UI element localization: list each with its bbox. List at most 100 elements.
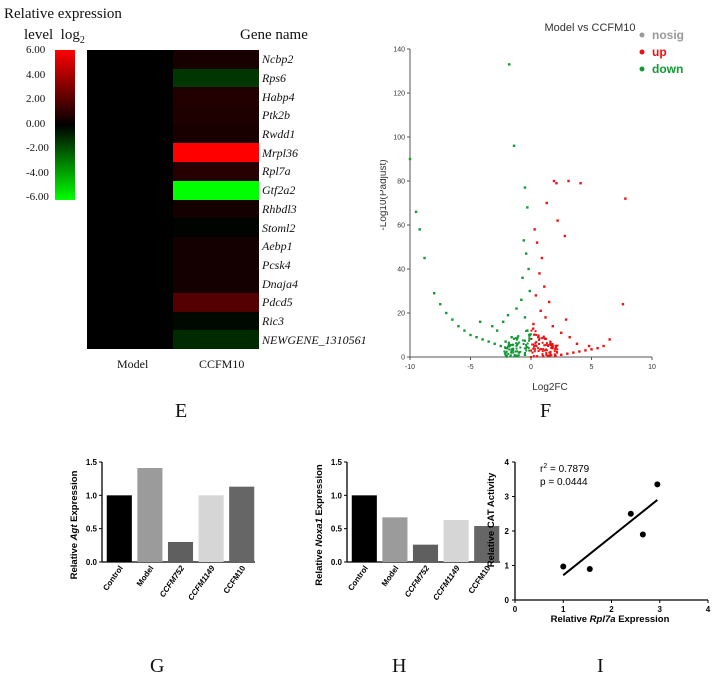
volcano-x-tick-label: 10	[648, 364, 656, 371]
legend-tick: 2.00	[26, 93, 46, 105]
volcano-point-core	[510, 349, 513, 352]
panel-letter-f: F	[540, 400, 552, 422]
volcano-point-core	[516, 336, 519, 339]
volcano-point-core	[541, 341, 544, 344]
gene-label: Ric3	[262, 313, 284, 328]
volcano-point-core	[535, 341, 538, 344]
volcano-point-core	[547, 344, 550, 347]
legend-tick: -6.00	[26, 191, 49, 203]
volcano-point-core	[555, 345, 558, 348]
volcano-point-core	[516, 350, 519, 353]
volcano-point-core	[543, 349, 546, 352]
heatmap-cell-ccfm10	[173, 180, 259, 200]
heatmap-cell-model	[87, 311, 173, 331]
volcano-point-core	[535, 333, 538, 336]
volcano-point-core	[546, 354, 549, 357]
gene-label: Aebp1	[262, 239, 293, 254]
volcano-point-down	[423, 256, 426, 260]
volcano-point-core	[548, 351, 551, 354]
volcano-point-core	[514, 355, 517, 358]
volcano-point-down	[523, 186, 527, 189]
volcano-point-up	[587, 344, 591, 348]
volcano-point-core	[507, 341, 510, 344]
volcano-point-core	[530, 329, 533, 332]
bar-y-tick-label: 1.0	[86, 491, 98, 500]
volcano-point-up	[535, 241, 539, 244]
volcano-point-up	[539, 309, 542, 312]
volcano-point-down	[520, 298, 523, 301]
volcano-point-core	[519, 350, 522, 353]
volcano-point-core	[550, 347, 553, 350]
volcano-point-down	[414, 210, 418, 213]
volcano-point-core	[534, 330, 537, 333]
volcano-point-core	[518, 341, 521, 344]
volcano-point-core	[514, 337, 517, 340]
volcano-point-core	[554, 344, 557, 347]
heatmap-cell-model	[87, 143, 173, 163]
panel-letter-e: E	[175, 400, 188, 422]
volcano-point-core	[554, 347, 557, 350]
volcano-point-core	[556, 344, 559, 347]
volcano-point-down	[463, 329, 466, 332]
gene-label: Pdcd5	[262, 295, 293, 310]
volcano-title: Model vs CCFM10	[544, 22, 635, 34]
volcano-point-core	[509, 354, 512, 357]
legend-title-sub: 2	[79, 35, 85, 46]
volcano-point-down	[515, 307, 518, 310]
heatmap-cell-ccfm10	[173, 236, 259, 256]
heatmap-cell-model	[87, 255, 173, 275]
volcano-point-core	[531, 351, 534, 354]
heatmap-cell-model	[87, 199, 173, 219]
volcano-point-core	[525, 330, 528, 333]
r2-annotation: r2 = 0.7879	[540, 463, 590, 475]
volcano-point-core	[523, 339, 526, 342]
volcano-point-core	[519, 346, 522, 349]
volcano-point-core	[515, 347, 518, 350]
volcano-point-core	[533, 344, 536, 347]
legend-title-line1: Relative expression	[4, 6, 122, 22]
volcano-point-up	[584, 349, 587, 352]
heatmap-cell-ccfm10	[173, 274, 259, 293]
heatmap-cell-model	[87, 87, 173, 107]
volcano-point-up	[602, 344, 605, 348]
bar-ccfm1149	[198, 495, 224, 562]
bar-y-tick-label: 0.0	[86, 558, 98, 567]
heatmap-cell-model	[87, 106, 173, 125]
volcano-xlabel: Log2FC	[532, 382, 568, 393]
volcano-point-down	[478, 320, 482, 323]
volcano-point-core	[532, 347, 535, 350]
bar-category-label: Control	[346, 564, 370, 592]
heatmap-grid	[87, 50, 259, 349]
volcano-point-core	[533, 350, 536, 353]
volcano-point-core	[510, 348, 513, 351]
volcano-point-up	[549, 342, 552, 345]
heatmap-cell-ccfm10	[173, 162, 259, 181]
volcano-point-core	[537, 350, 540, 353]
corr-y-tick-label: 4	[505, 458, 510, 467]
volcano-point-down	[481, 338, 484, 341]
bar-y-tick-label: 1.0	[331, 491, 343, 500]
corr-point	[639, 531, 646, 538]
volcano-point-up	[590, 348, 593, 351]
gene-label: Habp4	[262, 89, 295, 104]
volcano-point-core	[533, 333, 536, 336]
bar-category-label: Model	[135, 564, 156, 588]
volcano-point-core	[549, 344, 552, 347]
volcano-point-core	[508, 343, 511, 346]
volcano-point-core	[506, 345, 509, 348]
bar-y-tick-label: 1.5	[331, 458, 343, 467]
volcano-point-up	[560, 353, 563, 356]
volcano-point-core	[551, 347, 554, 350]
volcano-point-core	[521, 339, 524, 342]
corr-x-tick-label: 2	[609, 605, 614, 614]
volcano-point-core	[505, 355, 508, 358]
volcano-point-down	[527, 267, 530, 271]
volcano-point-down	[475, 336, 478, 339]
volcano-point-down	[501, 320, 505, 323]
volcano-point-up	[547, 300, 551, 304]
heatmap-cell-model	[87, 218, 173, 237]
volcano-y-tick-label: 0	[401, 355, 405, 362]
heatmap-cell-ccfm10	[173, 50, 259, 69]
legend-label-nosig: nosig	[652, 28, 684, 42]
volcano-y-tick-label: 20	[397, 311, 405, 318]
